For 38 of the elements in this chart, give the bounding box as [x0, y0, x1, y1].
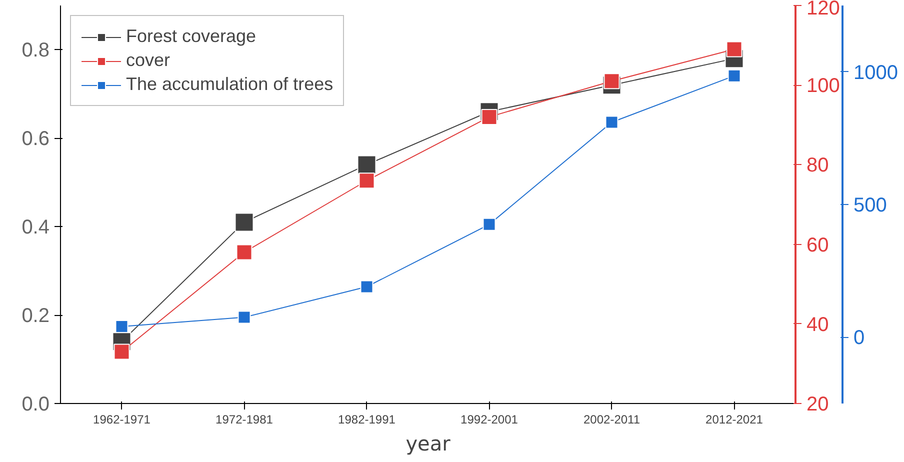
y2-tick-label: 40	[806, 314, 829, 336]
point	[726, 41, 742, 58]
y-tick-label: 0.4	[22, 216, 50, 239]
legend-label: cover	[126, 50, 170, 71]
point	[238, 310, 251, 324]
point	[605, 116, 618, 129]
point	[360, 280, 374, 294]
point	[358, 172, 375, 189]
y2-tick-label: 20	[806, 394, 829, 416]
x-tick-label: 2012-2021	[706, 412, 764, 426]
point	[114, 344, 130, 360]
x-axis-title: year	[406, 432, 452, 456]
y-tick-label: 0.2	[22, 305, 50, 328]
x-tick-label: 1982-1991	[338, 412, 396, 426]
y2-tick-label: 80	[806, 154, 829, 177]
point	[604, 73, 620, 90]
y-tick-label: 0.6	[22, 128, 50, 150]
y3-tick-label: 1000	[854, 62, 898, 84]
y3-tick-label: 0	[854, 327, 865, 350]
point	[115, 320, 128, 334]
point	[236, 244, 252, 260]
point	[482, 218, 496, 231]
x-tick-label: 1962-1971	[93, 412, 151, 426]
point	[357, 155, 376, 174]
x-tick-label: 2002-2011	[584, 412, 640, 426]
legend-label: Forest coverage	[126, 26, 256, 47]
y-tick-label: 0.0	[22, 394, 50, 416]
point	[481, 108, 498, 125]
y3-tick-label: 500	[854, 194, 887, 216]
point	[728, 69, 741, 82]
point	[234, 212, 254, 232]
x-tick-label: 1992-2001	[460, 412, 518, 426]
y2-tick-label: 100	[806, 75, 840, 98]
legend-label: The accumulation of trees	[126, 74, 334, 95]
y2-tick-label: 60	[806, 234, 829, 256]
y-tick-label: 0.8	[22, 40, 50, 62]
x-tick-label: 1972-1981	[216, 412, 274, 426]
y2-tick-label: 120	[806, 0, 840, 20]
